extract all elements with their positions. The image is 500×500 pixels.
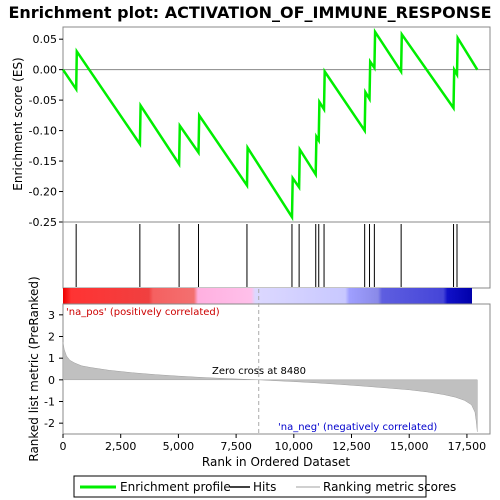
legend-profile-label: Enrichment profile: [120, 480, 231, 494]
es-y-tick-label: 0.00: [33, 64, 58, 77]
metric-y-axis: 3 2 1 0 -1 -2: [44, 309, 63, 430]
x-tick-label: 10,000: [275, 440, 314, 453]
metric-y-tick-label: 3: [48, 309, 55, 322]
positive-correlation-label: 'na_pos' (positively correlated): [66, 307, 220, 318]
chart-title: Enrichment plot: ACTIVATION_OF_IMMUNE_RE…: [8, 3, 491, 22]
legend-metric-label: Ranking metric scores: [323, 480, 456, 494]
metric-y-axis-label: Ranked list metric (PreRanked): [27, 276, 41, 461]
metric-y-tick-label: 2: [48, 331, 55, 344]
es-y-axis: 0.05 0.00 -0.05 -0.10 -0.15 -0.20 -0.25: [29, 33, 63, 229]
es-y-tick-label: -0.25: [29, 216, 57, 229]
x-tick-label: 15,000: [390, 440, 429, 453]
x-tick-label: 7,500: [220, 440, 252, 453]
metric-panel-frame: [62, 303, 491, 435]
hits-panel-frame: [62, 221, 491, 289]
rank-x-axis: 0 2,500 5,000 7,500 10,000 12,500 15,000 17,500: [60, 434, 487, 453]
metric-y-tick-label: -2: [44, 417, 55, 430]
legend-hits-label: Hits: [253, 480, 276, 494]
es-y-tick-label: 0.05: [33, 33, 58, 46]
zero-cross-label: Zero cross at 8480: [212, 366, 306, 377]
rank-color-bar: [63, 288, 472, 304]
metric-y-tick-label: 1: [48, 352, 55, 365]
x-tick-label: 0: [60, 440, 67, 453]
x-tick-label: 12,500: [332, 440, 371, 453]
x-tick-label: 5,000: [163, 440, 195, 453]
x-tick-label: 2,500: [105, 440, 137, 453]
hits-group: [75, 224, 458, 287]
negative-correlation-label: 'na_neg' (negatively correlated): [278, 422, 437, 433]
enrichment-profile-line: [61, 27, 479, 222]
metric-y-tick-label: 0: [48, 374, 55, 387]
ranking-metric-area: [62, 341, 478, 432]
x-axis-label: Rank in Ordered Dataset: [202, 455, 350, 469]
x-tick-label: 17,500: [448, 440, 487, 453]
es-y-tick-label: -0.10: [29, 125, 57, 138]
es-y-tick-label: -0.20: [29, 186, 57, 199]
es-y-tick-label: -0.15: [29, 155, 57, 168]
es-y-tick-label: -0.05: [29, 94, 57, 107]
es-y-axis-label: Enrichment score (ES): [11, 57, 25, 190]
metric-y-tick-label: -1: [44, 396, 55, 409]
